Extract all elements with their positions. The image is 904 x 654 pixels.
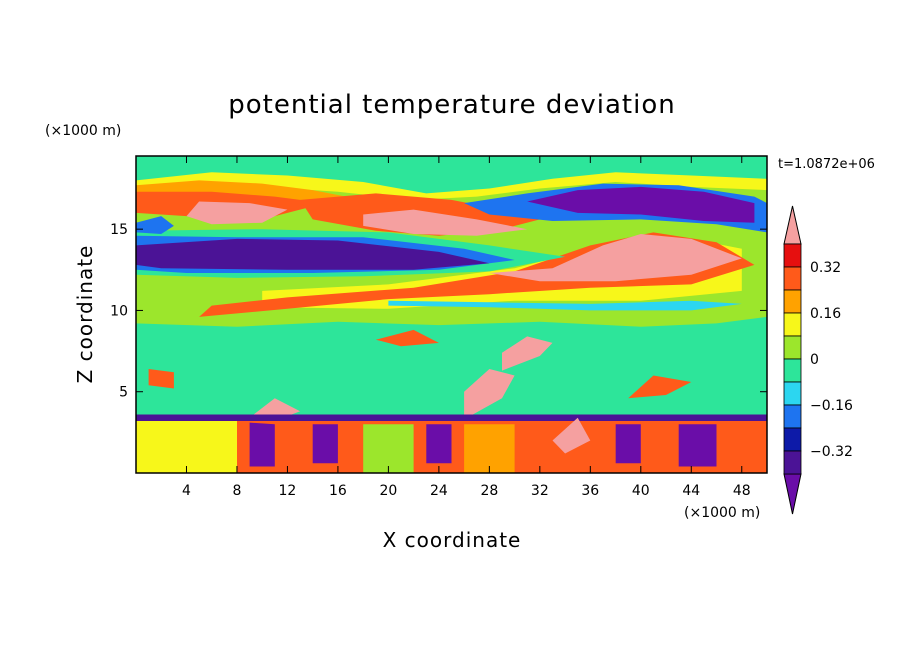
contour-region-24 (136, 414, 767, 421)
y-axis: 5 10 15 (110, 222, 767, 401)
contour-region-6 (363, 209, 528, 236)
y-axis-title: Z coordinate (73, 245, 97, 384)
contour-region-22 (375, 329, 439, 347)
contour-region-15 (136, 216, 174, 234)
contour-region-18 (502, 336, 553, 371)
contour-region-17 (148, 369, 174, 389)
x-tick-label: 20 (379, 483, 397, 499)
x-tick-label: 16 (329, 483, 347, 499)
contour-region-28 (426, 424, 452, 464)
contour-region-14 (527, 186, 755, 223)
colorbar: 0.32 0.16 0 −0.16 −0.32 (783, 205, 853, 515)
contour-region-35 (464, 424, 515, 473)
x-tick-label: 28 (480, 483, 498, 499)
plot-frame (135, 155, 768, 474)
colorbar-band (783, 312, 802, 337)
y-tick-label: 10 (110, 303, 128, 319)
contour-region-19 (464, 369, 515, 420)
colorbar-band (783, 427, 802, 452)
contour-region-25 (136, 421, 237, 473)
y-tick-label: 5 (119, 385, 128, 401)
contour-region-31 (552, 417, 591, 454)
colorbar-band (783, 404, 802, 429)
x-tick-label: 12 (279, 483, 297, 499)
plot-area (135, 155, 768, 474)
x-tick-label: 24 (430, 483, 448, 499)
x-tick-label: 44 (682, 483, 700, 499)
x-axis: 4 8 12 16 20 24 28 32 36 40 44 48 (182, 156, 751, 499)
contour-region-32 (602, 424, 616, 467)
x-axis-title: X coordinate (383, 528, 522, 552)
y-unit-label: (×1000 m) (45, 123, 121, 139)
colorbar-extend-high (783, 205, 802, 245)
colorbar-label: −0.16 (810, 398, 853, 414)
chart-title: potential temperature deviation (228, 90, 675, 120)
contour-region-26 (249, 422, 275, 467)
x-unit-label: (×1000 m) (684, 505, 760, 521)
contour-region-1 (136, 172, 767, 200)
time-label: t=1.0872e+06 (778, 157, 875, 172)
contour-region-29 (615, 424, 641, 464)
contour-region-33 (729, 421, 755, 464)
colorbar-label: 0.32 (810, 260, 841, 276)
colorbar-band (783, 381, 802, 406)
colorbar-label: −0.32 (810, 444, 853, 460)
contour-region-4 (186, 201, 288, 225)
x-tick-label: 36 (581, 483, 599, 499)
contour-region-20 (628, 375, 692, 399)
colorbar-band (783, 289, 802, 314)
colorbar-band (783, 358, 802, 383)
x-tick-label: 40 (632, 483, 650, 499)
contour-region-30 (678, 424, 717, 467)
x-tick-label: 48 (733, 483, 751, 499)
colorbar-label: 0.16 (810, 306, 841, 322)
contour-region-34 (363, 424, 414, 473)
y-tick-label: 15 (110, 222, 128, 238)
colorbar-label: 0 (810, 352, 819, 368)
colorbar-band (783, 450, 802, 475)
x-tick-label: 4 (182, 483, 191, 499)
x-tick-label: 32 (531, 483, 549, 499)
x-tick-label: 8 (232, 483, 241, 499)
contour-region-12 (136, 238, 490, 270)
contour-region-9 (489, 234, 742, 282)
contour-fields (136, 172, 767, 473)
colorbar-band (783, 266, 802, 291)
contour-region-27 (312, 424, 338, 464)
colorbar-extend-low (783, 473, 802, 515)
colorbar-band (783, 243, 802, 268)
contour-region-16 (388, 300, 742, 311)
colorbar-band (783, 335, 802, 360)
